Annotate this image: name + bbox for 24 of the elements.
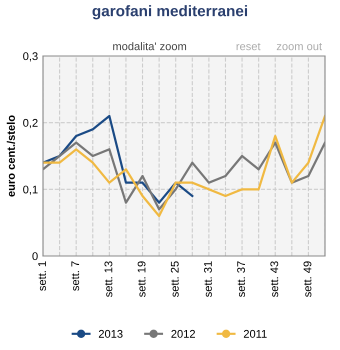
x-tick-label: sett. 31 bbox=[204, 261, 212, 297]
chart-title: garofani mediterranei bbox=[92, 5, 248, 20]
x-tick-label: sett. 43 bbox=[270, 261, 278, 297]
legend-label: 2012 bbox=[171, 330, 195, 338]
legend-label: 2011 bbox=[244, 330, 267, 338]
legend-label: 2013 bbox=[98, 330, 123, 338]
x-tick-label: sett. 13 bbox=[104, 261, 112, 297]
y-tick-label: 0,2 bbox=[23, 118, 38, 128]
line-series bbox=[43, 142, 325, 210]
line-series bbox=[43, 114, 325, 218]
y-tick-label: 0,3 bbox=[23, 52, 38, 62]
x-tick-label: sett. 19 bbox=[138, 261, 146, 297]
text: modalita' zoom bbox=[113, 42, 186, 50]
x-tick-label: sett. 25 bbox=[170, 261, 179, 297]
x-tick-label: sett. 7 bbox=[71, 261, 80, 291]
x-tick-label: sett. 49 bbox=[304, 261, 312, 297]
line-series bbox=[43, 114, 194, 204]
text: zoom out bbox=[276, 42, 322, 50]
y-tick-label: 0 bbox=[32, 252, 38, 260]
x-tick-label: sett. 37 bbox=[237, 261, 246, 297]
text: reset bbox=[236, 42, 260, 50]
x-tick-label: sett. 1 bbox=[38, 261, 46, 291]
y-tick-label: 0,1 bbox=[23, 186, 38, 195]
y-axis-title: euro cent./stelo bbox=[6, 115, 16, 197]
